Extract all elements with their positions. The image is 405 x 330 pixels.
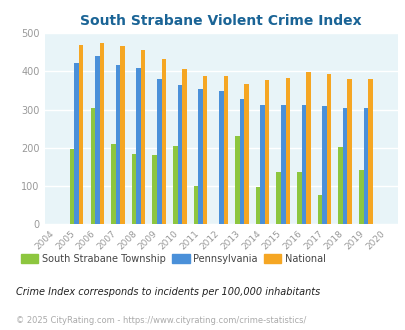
Bar: [367, 79, 372, 224]
Bar: [285, 78, 289, 224]
Bar: [115, 65, 120, 224]
Bar: [305, 72, 310, 224]
Bar: [218, 91, 223, 224]
Bar: [301, 105, 305, 224]
Bar: [326, 74, 330, 224]
Text: © 2025 CityRating.com - https://www.cityrating.com/crime-statistics/: © 2025 CityRating.com - https://www.city…: [16, 316, 306, 325]
Bar: [141, 50, 145, 224]
Bar: [260, 105, 264, 224]
Bar: [193, 186, 198, 224]
Bar: [243, 84, 248, 224]
Bar: [157, 79, 161, 224]
Bar: [276, 172, 280, 224]
Bar: [74, 63, 79, 224]
Bar: [152, 155, 157, 224]
Bar: [198, 89, 202, 224]
Bar: [111, 145, 115, 224]
Bar: [202, 76, 207, 224]
Bar: [337, 147, 342, 224]
Bar: [99, 43, 104, 224]
Bar: [132, 154, 136, 224]
Bar: [70, 149, 74, 224]
Text: Crime Index corresponds to incidents per 100,000 inhabitants: Crime Index corresponds to incidents per…: [16, 287, 320, 297]
Bar: [223, 76, 228, 224]
Bar: [322, 106, 326, 224]
Bar: [255, 187, 260, 224]
Bar: [239, 99, 243, 224]
Bar: [95, 55, 99, 224]
Bar: [177, 85, 182, 224]
Bar: [363, 108, 367, 224]
Bar: [79, 45, 83, 224]
Bar: [182, 69, 186, 224]
Bar: [161, 59, 166, 224]
Legend: South Strabane Township, Pennsylvania, National: South Strabane Township, Pennsylvania, N…: [17, 249, 329, 267]
Bar: [342, 108, 347, 224]
Bar: [234, 136, 239, 224]
Bar: [264, 81, 269, 224]
Bar: [317, 195, 322, 224]
Bar: [136, 68, 141, 224]
Bar: [347, 79, 351, 224]
Bar: [173, 146, 177, 224]
Bar: [90, 109, 95, 224]
Title: South Strabane Violent Crime Index: South Strabane Violent Crime Index: [80, 14, 361, 28]
Bar: [280, 105, 285, 224]
Bar: [358, 170, 363, 224]
Bar: [296, 172, 301, 224]
Bar: [120, 46, 124, 224]
